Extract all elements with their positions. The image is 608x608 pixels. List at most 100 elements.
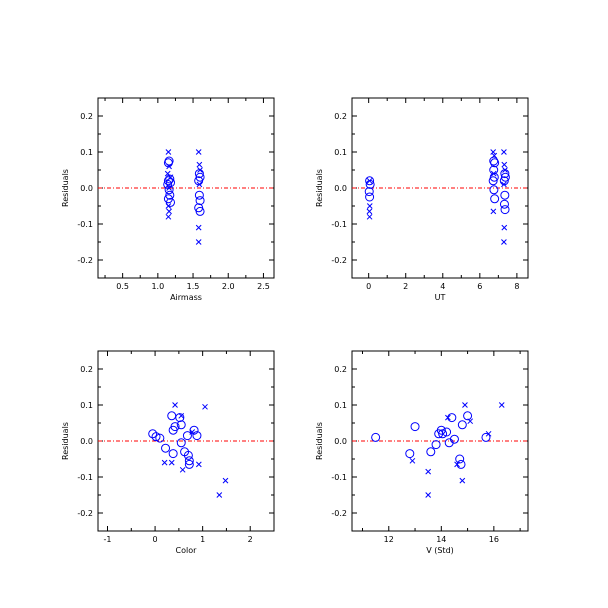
data-point-x [462,402,468,408]
data-point-circle [184,456,194,466]
x-axis-label: Airmass [170,293,202,302]
data-point-circle [488,176,498,186]
data-point-circle [176,438,186,448]
x-tick-label: 6 [477,282,482,291]
data-point-circle [167,411,177,421]
data-point-x [216,492,223,498]
y-tick-label: 0.1 [334,148,347,157]
x-tick-label: 2.0 [222,282,235,291]
data-point-x [164,170,171,177]
data-point-circle [364,187,374,197]
data-point-circle [456,459,466,469]
data-point-x [172,402,178,408]
x-tick-label: 1.0 [151,282,164,291]
data-point-circle [168,425,178,435]
data-point-x [467,418,474,425]
scatter-panel-3: -0.2 -0.1 0.0 0.1 0.2 -1 0 1 2 Color Residuals [61,350,275,555]
data-point-circle [163,179,173,189]
x-tick-label: 1.5 [187,282,200,291]
data-point-circle [195,206,205,216]
data-point-x [459,477,466,484]
data-point-circle [489,156,499,166]
data-point-x [425,492,432,498]
data-point-circle [168,449,178,459]
x-tick-label: 0.5 [116,282,129,291]
y-tick-label: -0.2 [331,509,347,518]
x-tick-label: 2 [403,282,408,291]
data-point-x [197,167,203,173]
y-tick-label: -0.1 [77,473,93,482]
x-axis-label: UT [435,293,446,302]
data-point-circle [163,176,173,186]
data-point-circle [371,432,381,442]
y-tick-label: 0.2 [80,365,93,374]
data-point-circle [365,176,375,186]
data-point-circle [176,420,186,430]
scatter-panel-2: -0.2 -0.1 0.0 0.1 0.2 0 2 4 6 8 UT Residuals [315,97,529,302]
data-point-circle [151,432,161,442]
data-point-circle [148,429,158,439]
data-point-x [166,163,172,170]
data-point-x [366,177,373,184]
x-tick-label: -1 [104,535,112,544]
data-point-x [195,461,202,468]
data-point-circle [183,450,193,460]
data-point-x [166,208,172,215]
y-tick-label: 0.0 [80,184,93,193]
data-point-circle [490,194,500,204]
data-point-circle [365,192,375,202]
data-point-x [189,429,196,435]
y-tick-label: -0.2 [77,509,93,518]
data-point-x [366,203,373,209]
x-tick-label: 16 [489,535,499,544]
x-tick-label: 2 [248,535,253,544]
x-tick-label: 4 [440,282,445,291]
y-tick-label: 0.1 [80,148,93,157]
data-point-x [491,152,498,159]
data-point-circle [175,413,185,423]
x-axis-label: Color [176,546,198,555]
data-point-x [498,402,505,408]
data-point-x [178,412,185,419]
data-point-x [179,466,186,473]
data-point-circle [194,190,204,200]
data-point-x [195,149,202,155]
data-point-x [202,403,208,410]
data-point-x [366,208,373,215]
data-point-circle [165,174,175,184]
y-tick-label: 0.1 [334,401,347,410]
data-point-x [165,149,172,155]
scatter-panel-4: -0.2 -0.1 0.0 0.1 0.2 12 14 16 V (Std) Residuals [315,350,529,555]
data-point-x [366,213,373,220]
data-point-x [166,185,172,191]
data-point-x [445,414,451,421]
data-point-x [409,457,416,464]
data-point-circle [405,449,415,459]
x-axis-label: V (Std) [426,546,454,555]
data-point-x [501,224,508,231]
data-point-x [196,161,203,168]
data-point-x [195,239,202,245]
data-point-circle [161,443,171,453]
y-tick-label: -0.1 [77,220,93,229]
data-point-circle [463,411,473,421]
data-point-x [168,459,175,466]
data-point-circle [449,434,459,444]
data-point-x [501,161,508,168]
y-tick-label: 0.2 [334,365,347,374]
data-point-x [490,208,497,215]
data-point-circle [490,158,500,168]
y-axis-label: Residuals [315,169,324,207]
data-point-circle [195,196,205,206]
scatter-panel-1: -0.2 -0.1 0.0 0.1 0.2 0.5 1.0 1.5 2.0 2.5 Airmass R… [61,97,275,302]
data-point-circle [442,427,452,437]
data-point-circle [438,429,448,439]
data-point-circle [166,197,176,207]
data-point-x [165,203,172,209]
y-axis-label: Residuals [315,422,324,460]
data-point-circle [481,432,491,442]
data-point-x [485,430,492,437]
data-point-circle [182,431,192,441]
y-tick-label: 0.0 [80,437,93,446]
